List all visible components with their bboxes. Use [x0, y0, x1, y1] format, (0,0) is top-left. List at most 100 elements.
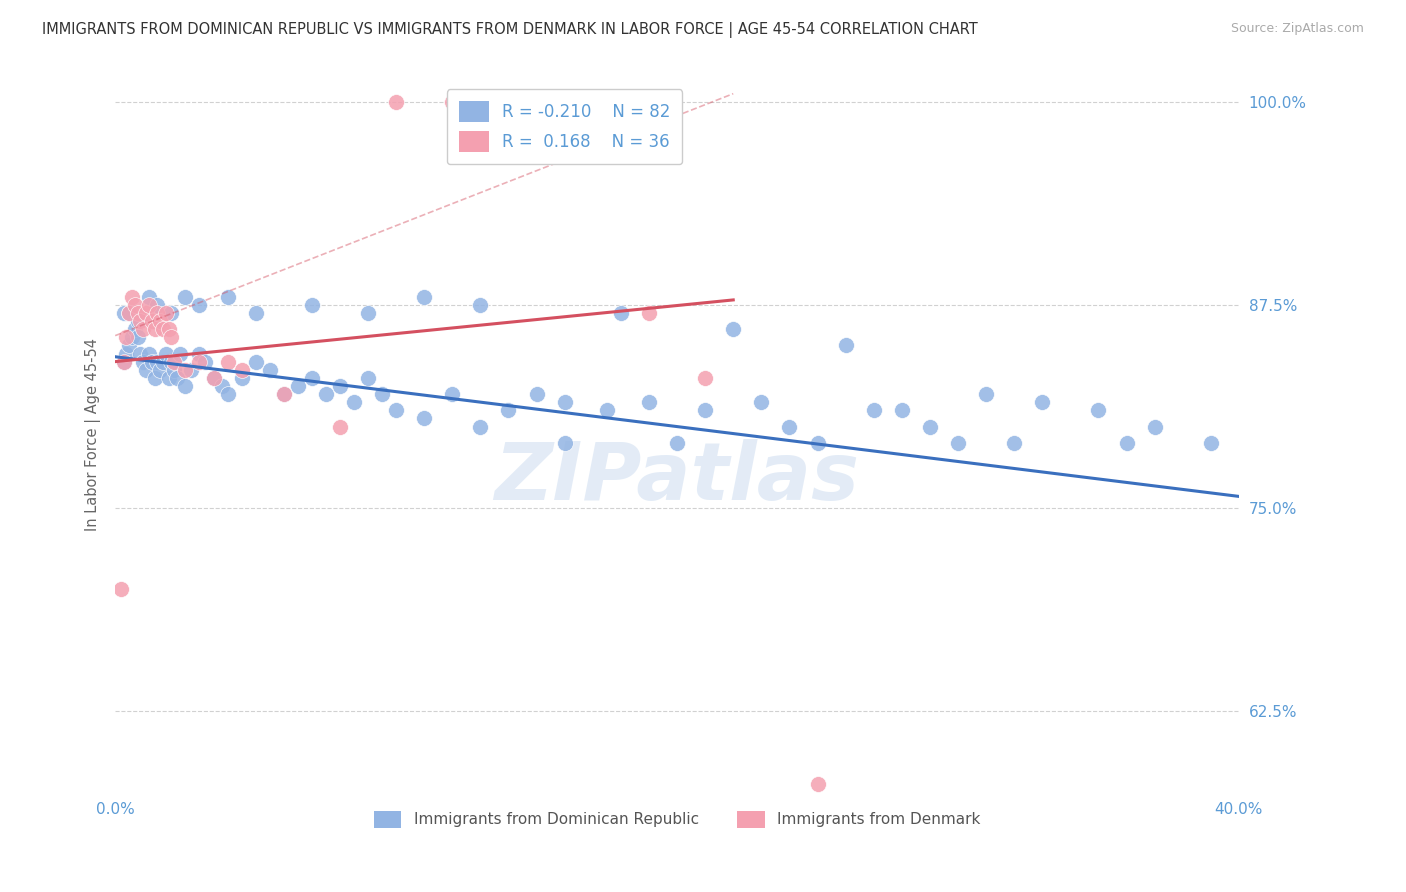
Point	[695, 403, 717, 417]
Point	[329, 379, 352, 393]
Point	[135, 306, 157, 320]
Point	[135, 363, 157, 377]
Point	[112, 306, 135, 320]
Point	[132, 354, 155, 368]
Point	[149, 314, 172, 328]
Point	[217, 387, 239, 401]
Point	[526, 387, 548, 401]
Point	[143, 322, 166, 336]
Point	[638, 395, 661, 409]
Point	[946, 435, 969, 450]
Point	[343, 395, 366, 409]
Point	[301, 298, 323, 312]
Point	[806, 435, 828, 450]
Point	[166, 371, 188, 385]
Point	[163, 363, 186, 377]
Point	[1031, 395, 1053, 409]
Y-axis label: In Labor Force | Age 45-54: In Labor Force | Age 45-54	[86, 338, 101, 532]
Point	[385, 403, 408, 417]
Point	[146, 354, 169, 368]
Point	[371, 387, 394, 401]
Point	[146, 298, 169, 312]
Point	[806, 777, 828, 791]
Text: IMMIGRANTS FROM DOMINICAN REPUBLIC VS IMMIGRANTS FROM DENMARK IN LABOR FORCE | A: IMMIGRANTS FROM DOMINICAN REPUBLIC VS IM…	[42, 22, 979, 38]
Point	[188, 354, 211, 368]
Point	[141, 354, 163, 368]
Point	[413, 290, 436, 304]
Point	[129, 314, 152, 328]
Point	[666, 435, 689, 450]
Point	[112, 354, 135, 368]
Point	[441, 387, 464, 401]
Point	[723, 322, 745, 336]
Point	[610, 306, 633, 320]
Point	[1115, 435, 1137, 450]
Point	[1087, 403, 1109, 417]
Point	[749, 395, 772, 409]
Point	[596, 403, 619, 417]
Point	[138, 290, 160, 304]
Point	[526, 95, 548, 109]
Point	[118, 306, 141, 320]
Point	[149, 363, 172, 377]
Point	[441, 95, 464, 109]
Point	[188, 298, 211, 312]
Point	[245, 354, 267, 368]
Point	[695, 371, 717, 385]
Point	[110, 582, 132, 596]
Point	[890, 403, 912, 417]
Point	[138, 298, 160, 312]
Point	[141, 314, 163, 328]
Legend: Immigrants from Dominican Republic, Immigrants from Denmark: Immigrants from Dominican Republic, Immi…	[368, 805, 986, 834]
Point	[152, 322, 174, 336]
Point	[385, 95, 408, 109]
Point	[146, 306, 169, 320]
Point	[834, 338, 856, 352]
Point	[118, 306, 141, 320]
Point	[470, 298, 492, 312]
Point	[357, 306, 380, 320]
Point	[202, 371, 225, 385]
Point	[202, 371, 225, 385]
Point	[918, 419, 941, 434]
Point	[143, 371, 166, 385]
Point	[413, 411, 436, 425]
Point	[974, 387, 997, 401]
Point	[138, 346, 160, 360]
Point	[132, 322, 155, 336]
Point	[124, 322, 146, 336]
Point	[259, 363, 281, 377]
Point	[498, 403, 520, 417]
Point	[112, 354, 135, 368]
Point	[1199, 435, 1222, 450]
Point	[121, 330, 143, 344]
Point	[231, 371, 253, 385]
Point	[582, 95, 605, 109]
Point	[470, 419, 492, 434]
Point	[157, 322, 180, 336]
Point	[155, 346, 177, 360]
Point	[1002, 435, 1025, 450]
Point	[174, 379, 197, 393]
Point	[287, 379, 309, 393]
Point	[115, 346, 138, 360]
Point	[127, 330, 149, 344]
Point	[127, 306, 149, 320]
Point	[157, 371, 180, 385]
Text: Source: ZipAtlas.com: Source: ZipAtlas.com	[1230, 22, 1364, 36]
Point	[357, 371, 380, 385]
Point	[273, 387, 295, 401]
Point	[118, 338, 141, 352]
Point	[778, 419, 800, 434]
Point	[273, 387, 295, 401]
Point	[231, 363, 253, 377]
Point	[180, 363, 202, 377]
Point	[115, 330, 138, 344]
Point	[155, 306, 177, 320]
Text: ZIPatlas: ZIPatlas	[495, 439, 859, 516]
Point	[152, 354, 174, 368]
Point	[174, 290, 197, 304]
Point	[188, 346, 211, 360]
Point	[217, 290, 239, 304]
Point	[554, 95, 576, 109]
